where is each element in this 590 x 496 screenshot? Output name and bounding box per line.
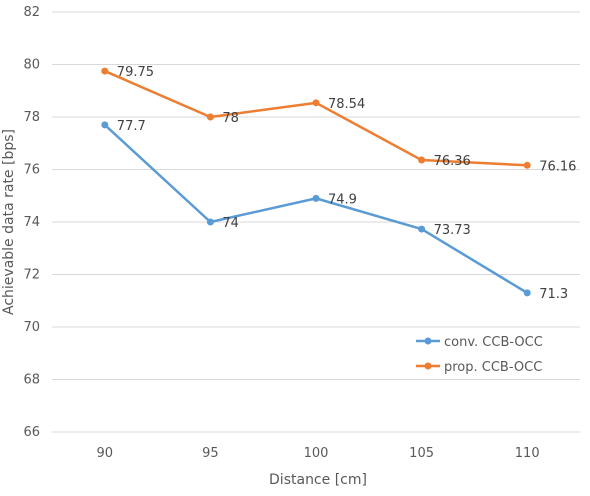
data-label: 78.54 [328, 97, 365, 112]
legend-label: conv. CCB-OCC [444, 335, 543, 350]
y-tick-label: 78 [23, 110, 40, 125]
data-label: 79.75 [117, 65, 154, 80]
x-tick-label: 100 [304, 446, 329, 461]
legend: conv. CCB-OCC prop. CCB-OCC [416, 335, 543, 375]
grid-lines [52, 11, 580, 433]
data-point [206, 218, 214, 226]
y-tick-label: 74 [23, 215, 40, 230]
legend-marker [424, 362, 432, 370]
x-axis-title: Distance [cm] [269, 472, 367, 488]
data-label: 77.7 [117, 119, 146, 134]
data-point [101, 121, 109, 129]
y-tick-label: 66 [23, 425, 40, 440]
y-axis-title: Achievable data rate [bps] [1, 129, 17, 315]
y-tick-label: 80 [23, 58, 40, 73]
y-axis-ticks: 66 68 70 72 74 76 78 80 82 [23, 5, 40, 440]
data-point [523, 289, 531, 297]
data-label: 73.73 [434, 223, 471, 238]
data-point [418, 156, 426, 164]
y-tick-label: 72 [23, 268, 40, 283]
data-label: 76.16 [539, 159, 576, 174]
data-label: 74 [222, 216, 239, 231]
x-tick-label: 95 [202, 446, 219, 461]
legend-label: prop. CCB-OCC [444, 360, 542, 375]
data-point [523, 161, 531, 169]
data-point [101, 67, 109, 75]
x-tick-label: 90 [97, 446, 114, 461]
y-tick-label: 76 [23, 163, 40, 178]
series-line [103, 123, 528, 294]
data-point [206, 113, 214, 121]
data-point [312, 99, 320, 107]
y-tick-label: 68 [23, 373, 40, 388]
x-tick-label: 110 [515, 446, 540, 461]
series-lines [101, 67, 531, 297]
x-axis-ticks: 90 95 100 105 110 [97, 446, 540, 461]
data-point [418, 225, 426, 233]
data-label: 76.36 [434, 154, 471, 169]
series-line [104, 69, 528, 167]
x-tick-label: 105 [409, 446, 434, 461]
y-tick-label: 82 [23, 5, 40, 20]
y-tick-label: 70 [23, 320, 40, 335]
legend-marker [424, 337, 432, 345]
data-label: 78 [222, 111, 239, 126]
data-labels: 77.7 74 74.9 73.73 71.3 79.75 78 78.54 76.36 76.1… [117, 65, 577, 302]
data-label: 74.9 [328, 192, 357, 207]
data-point [312, 194, 320, 202]
data-label: 71.3 [539, 287, 568, 302]
